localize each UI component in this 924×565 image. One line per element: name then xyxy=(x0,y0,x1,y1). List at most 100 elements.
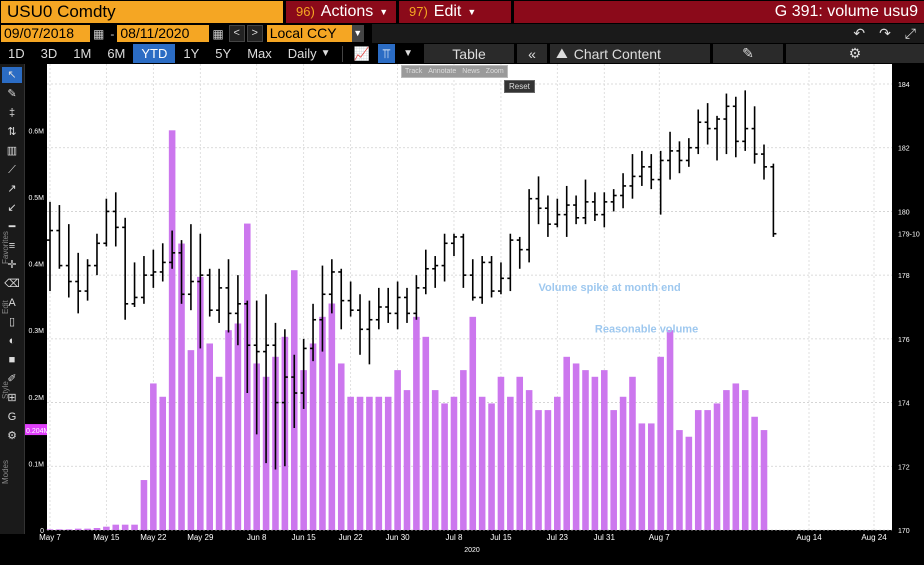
x-tick-label: Jul 31 xyxy=(594,533,616,542)
period-button[interactable]: 1M xyxy=(73,46,92,61)
prev-arrow-icon[interactable]: < xyxy=(228,25,245,42)
table-button[interactable]: Table xyxy=(424,44,515,63)
next-arrow-icon[interactable]: > xyxy=(246,25,263,42)
currency-field[interactable]: Local CCY xyxy=(266,25,352,42)
calendar-icon[interactable]: ▦ xyxy=(212,26,224,41)
undo-icon[interactable]: ↶ xyxy=(853,25,866,41)
chart-content-icon: ⛰ xyxy=(556,45,568,61)
start-date-field[interactable]: 09/07/2018 xyxy=(1,25,90,42)
redo-icon[interactable]: ↷ xyxy=(879,25,891,41)
frequency-label: Daily xyxy=(287,46,317,61)
period-button[interactable]: 6M xyxy=(107,46,126,61)
chevron-down-icon[interactable]: ▼ xyxy=(403,48,414,59)
horizontal-line-icon[interactable]: ━ xyxy=(8,221,16,233)
right-tick-label: 174 xyxy=(898,401,910,408)
end-date-field[interactable]: 08/11/2020 xyxy=(117,25,210,42)
edit-label: Edit xyxy=(433,3,462,20)
title-row: USU0 Comdty 96) Actions ▼ 97) Edit ▼ G 3… xyxy=(0,0,924,24)
tool-sidebar: ↖ ✎ ‡ ⇅ ▥ ⟋ ↗ ↙ ━ ≡ ✛ ⌫ A ▯ ◐ ■ ✐ ⊞ G ⚙ … xyxy=(0,64,25,534)
range-dash: - xyxy=(110,26,115,41)
ticker-input[interactable]: USU0 Comdty xyxy=(1,1,283,23)
volume-price-chart[interactable]: May 7 May 15 May 22 May 29 Jun 8 Jun 15 Jun 22… xyxy=(25,64,924,565)
trendline-icon[interactable]: ⟋ xyxy=(8,164,16,176)
frequency-select[interactable]: Daily ▼ xyxy=(280,44,339,63)
ohlc-bar xyxy=(103,198,110,247)
clipboard-icon[interactable]: G xyxy=(7,411,17,423)
volume-bar xyxy=(469,316,477,530)
volume-bar xyxy=(619,396,627,530)
ohlc-bar xyxy=(140,256,147,304)
volume-bar xyxy=(159,396,167,530)
ruler-icon[interactable]: ‡ xyxy=(8,107,16,119)
current-volume-label: 0.204M xyxy=(26,428,50,435)
settings-icon[interactable]: ⚙ xyxy=(7,430,17,442)
x-tick-label: Aug 14 xyxy=(796,533,822,542)
volume-bar xyxy=(168,130,176,531)
volume-bar xyxy=(601,370,608,530)
reset-zoom-button[interactable]: Reset xyxy=(504,80,535,93)
volume-bar xyxy=(366,396,373,530)
gridlines xyxy=(47,64,892,531)
volume-bar xyxy=(694,410,702,530)
track-tool[interactable]: Track xyxy=(405,68,423,75)
ohlc-bar xyxy=(563,185,570,237)
ohlc-bar xyxy=(216,268,223,323)
pencil-icon[interactable]: ✎ xyxy=(7,88,17,100)
channel-icon[interactable]: ≡ xyxy=(8,240,16,252)
ohlc-bar xyxy=(253,300,260,435)
crosshair-icon[interactable]: ✛ xyxy=(7,259,17,271)
collapse-icon[interactable]: « xyxy=(517,44,548,63)
period-button[interactable]: 1Y xyxy=(183,46,200,61)
text-icon[interactable]: A xyxy=(8,297,16,309)
fibonacci-icon[interactable]: ⇅ xyxy=(7,126,17,138)
x-tick-label: May 7 xyxy=(39,533,61,542)
current-volume-tag xyxy=(25,424,47,436)
period-button[interactable]: YTD xyxy=(133,44,176,63)
edit-label: Edit xyxy=(1,300,10,314)
ohlc-bar xyxy=(197,233,204,349)
divider xyxy=(341,45,343,62)
ohlc-bar xyxy=(704,103,711,145)
volume-bar xyxy=(450,396,458,530)
columns-icon[interactable]: ▥ xyxy=(6,145,18,157)
period-button[interactable]: 3D xyxy=(40,46,58,61)
modes-label: Modes xyxy=(1,459,10,484)
news-tool[interactable]: News xyxy=(462,68,480,75)
edit-menu[interactable]: 97) Edit ▼ xyxy=(399,1,511,23)
x-tick-label: Jun 22 xyxy=(339,533,364,542)
annotate-tool[interactable]: Annotate xyxy=(428,68,457,75)
zoom-tool[interactable]: Zoom xyxy=(485,68,504,75)
ohlc-bar xyxy=(573,195,580,225)
calendar-icon[interactable]: ▦ xyxy=(93,26,105,41)
left-tick-label: 0.5M xyxy=(28,195,44,202)
period-button[interactable]: 5Y xyxy=(215,46,232,61)
ohlc-bar xyxy=(234,275,241,346)
rectangle-icon[interactable]: ▯ xyxy=(8,316,16,328)
period-button[interactable]: 1D xyxy=(8,46,25,61)
pen-icon[interactable]: ✐ xyxy=(7,373,17,385)
ohlc-bar xyxy=(404,287,410,323)
period-button[interactable]: Max xyxy=(247,46,272,61)
volume-bar xyxy=(666,330,674,530)
contrast-icon[interactable]: ◐ xyxy=(8,335,16,347)
lock-icon[interactable]: ⊞ xyxy=(7,392,17,404)
gear-icon[interactable]: ⚙ xyxy=(786,44,924,63)
chevron-down-icon[interactable]: ▼ xyxy=(351,25,364,42)
edit-chart-icon[interactable]: ✎ xyxy=(713,44,784,63)
arrow-line-icon[interactable]: ↙ xyxy=(7,202,17,214)
ray-icon[interactable]: ↗ xyxy=(7,183,17,195)
line-chart-icon[interactable]: 📈 xyxy=(353,46,370,61)
volume-bar xyxy=(582,370,589,530)
actions-menu[interactable]: 96) Actions ▼ xyxy=(286,1,396,23)
volume-bar xyxy=(46,529,54,530)
volume-bar xyxy=(488,403,495,530)
pointer-icon[interactable]: ↖ xyxy=(2,67,22,83)
chart-content-button[interactable]: ⛰ Chart Content xyxy=(550,44,711,63)
maximize-icon[interactable]: ⤢ xyxy=(904,25,916,41)
bar-chart-icon[interactable]: ⫪ xyxy=(377,44,396,63)
ohlc-bar xyxy=(112,192,119,247)
eraser-icon[interactable]: ⌫ xyxy=(4,278,20,290)
x-tick-label: Aug 24 xyxy=(861,533,887,542)
square-icon[interactable]: ■ xyxy=(8,354,16,366)
x-tick-label: May 22 xyxy=(140,533,167,542)
